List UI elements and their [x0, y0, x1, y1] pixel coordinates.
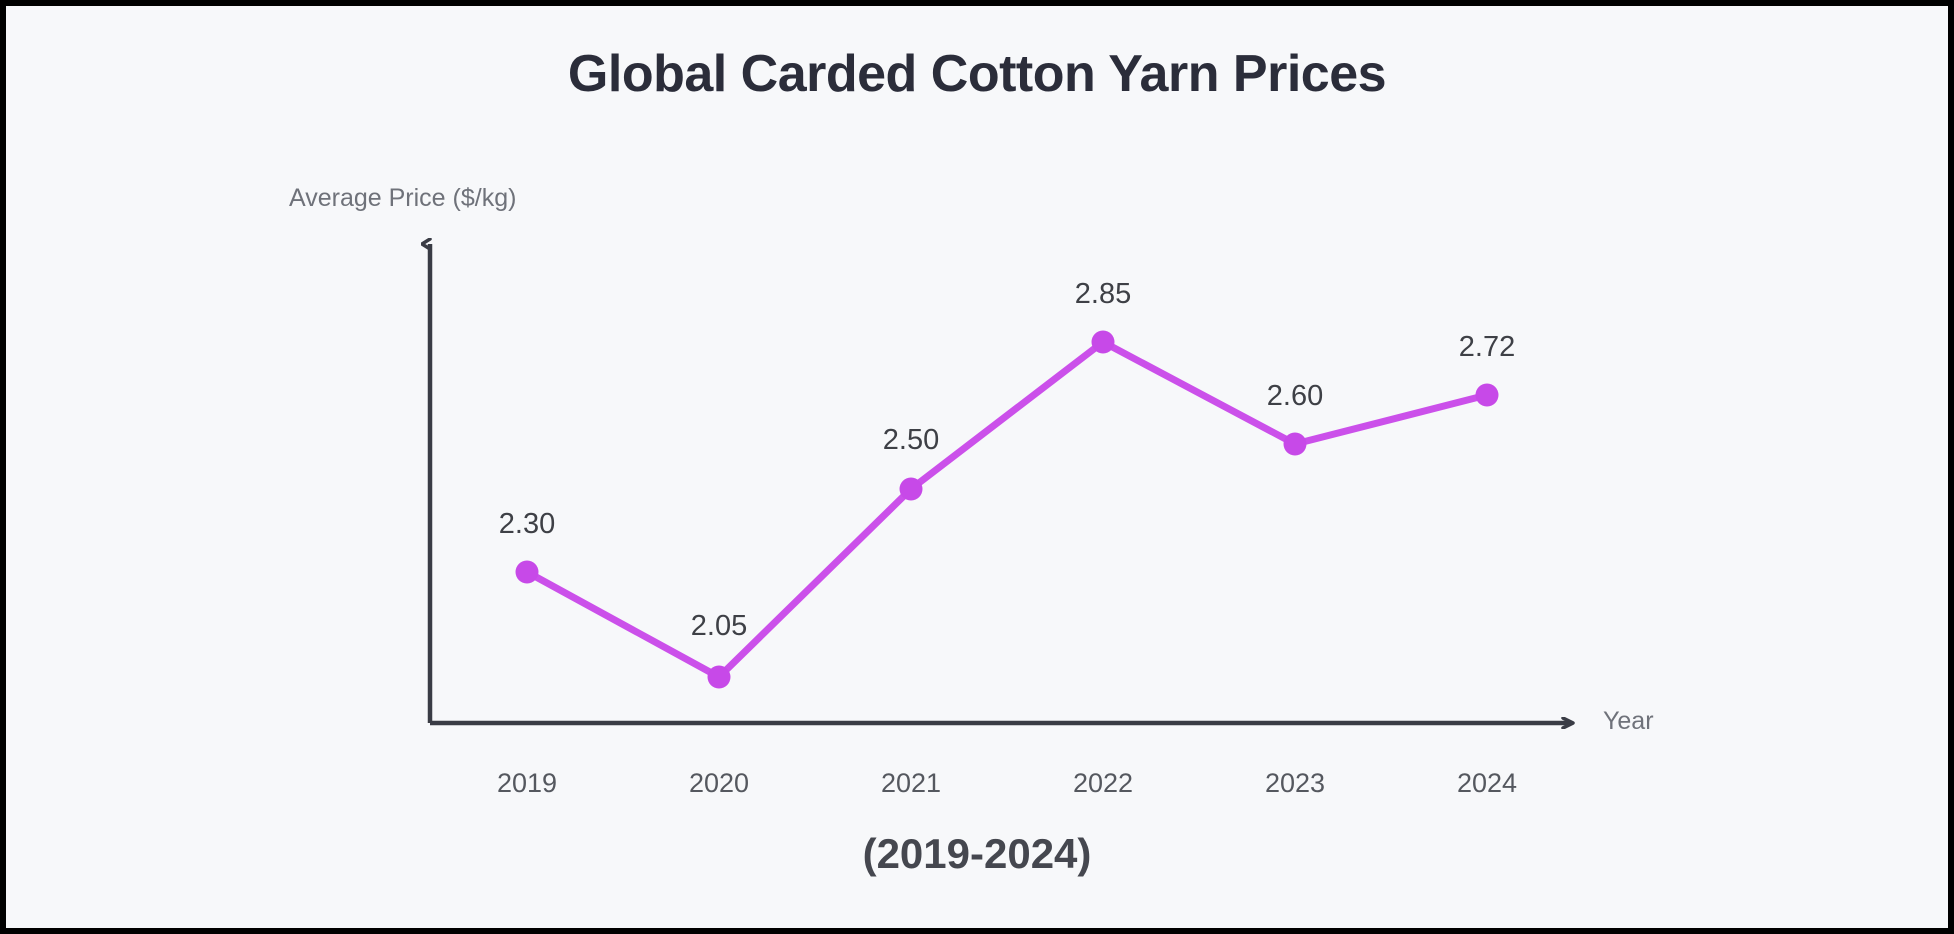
x-tick-label-2024: 2024	[1456, 768, 1518, 798]
x-tick-label-2019: 2019	[496, 768, 558, 798]
x-tick-label-2023: 2023	[1264, 768, 1326, 798]
x-tick-label-2022: 2022	[1072, 768, 1134, 798]
plot-area	[6, 6, 1948, 928]
x-tick-label-2021: 2021	[880, 768, 942, 798]
data-point-value-2021: 2.50	[882, 424, 940, 456]
chart-canvas: Global Carded Cotton Yarn Prices Average…	[6, 6, 1948, 928]
data-point-value-2020: 2.05	[690, 610, 748, 642]
data-point-marker[interactable]	[1283, 432, 1307, 456]
x-axis-label: Year	[1603, 707, 1654, 735]
y-axis-label: Average Price ($/kg)	[289, 184, 517, 212]
chart-title: Global Carded Cotton Yarn Prices	[567, 45, 1387, 103]
price-line-series	[523, 338, 1491, 681]
data-point-marker[interactable]	[1475, 383, 1499, 407]
data-point-marker[interactable]	[515, 560, 539, 584]
chart-subtitle: (2019-2024)	[862, 830, 1092, 877]
data-point-value-2019: 2.30	[498, 508, 556, 540]
data-point-value-2024: 2.72	[1458, 331, 1516, 363]
x-tick-label-2020: 2020	[688, 768, 750, 798]
data-point-marker[interactable]	[1091, 330, 1115, 354]
data-point-value-2022: 2.85	[1074, 278, 1132, 310]
data-point-marker[interactable]	[899, 477, 923, 501]
data-point-marker[interactable]	[707, 665, 731, 689]
data-point-value-2023: 2.60	[1266, 380, 1324, 412]
